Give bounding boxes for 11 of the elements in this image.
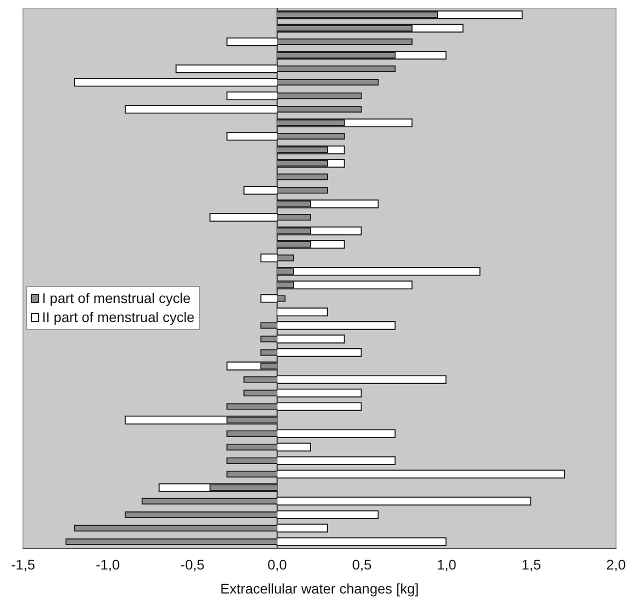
x-tick-label: -0,5 — [180, 556, 205, 573]
x-tick-label: 1,5 — [522, 556, 542, 573]
x-axis-title: Extracellular water changes [kg] — [220, 580, 419, 596]
x-tick-label: -1,0 — [96, 556, 120, 573]
legend-label: I part of menstrual cycle — [42, 289, 191, 308]
x-tick-label: 0,0 — [267, 556, 288, 573]
x-tick-label: -1,5 — [11, 556, 36, 573]
x-tick-label: 0,5 — [352, 556, 372, 573]
x-tick-label: 2,0 — [606, 556, 626, 573]
x-tick-label: 1,0 — [436, 556, 457, 573]
legend-label: II part of menstrual cycle — [42, 308, 195, 327]
